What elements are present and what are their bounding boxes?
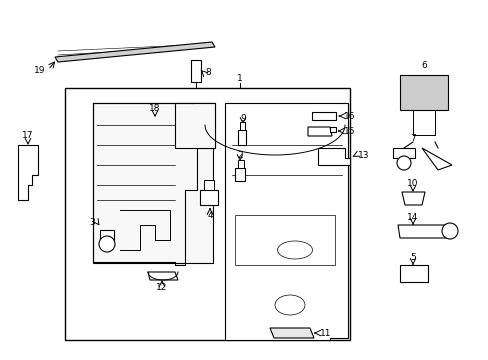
Polygon shape — [399, 265, 427, 282]
Text: 8: 8 — [204, 68, 210, 77]
Text: 10: 10 — [407, 179, 418, 188]
Text: 3: 3 — [89, 217, 95, 226]
Ellipse shape — [277, 241, 312, 259]
Text: 12: 12 — [156, 284, 167, 292]
Polygon shape — [329, 127, 335, 132]
Text: 14: 14 — [407, 212, 418, 221]
Bar — [175, 103, 215, 148]
Polygon shape — [200, 190, 218, 205]
Bar — [191, 60, 201, 82]
Text: 1: 1 — [237, 73, 243, 82]
Text: 4: 4 — [207, 211, 212, 220]
Text: 2: 2 — [237, 150, 243, 159]
Polygon shape — [307, 127, 331, 136]
Text: 7: 7 — [409, 134, 415, 143]
Bar — [235, 168, 244, 181]
Polygon shape — [18, 145, 38, 200]
Polygon shape — [401, 192, 424, 205]
Ellipse shape — [274, 295, 305, 315]
Text: 18: 18 — [149, 104, 161, 112]
Polygon shape — [421, 148, 451, 170]
Bar — [93, 103, 213, 263]
Circle shape — [99, 236, 115, 252]
Text: 19: 19 — [34, 66, 45, 75]
Bar — [238, 130, 245, 145]
Polygon shape — [311, 112, 335, 120]
Bar — [65, 88, 349, 340]
Bar — [100, 230, 114, 240]
Text: 16: 16 — [343, 112, 355, 121]
Text: 13: 13 — [357, 150, 369, 159]
Polygon shape — [55, 42, 215, 62]
Text: 9: 9 — [240, 113, 245, 122]
Bar — [240, 122, 244, 130]
Circle shape — [396, 156, 410, 170]
Circle shape — [441, 223, 457, 239]
Bar — [399, 75, 447, 110]
Bar — [203, 180, 214, 190]
Text: 17: 17 — [22, 131, 34, 140]
Bar — [238, 160, 244, 168]
Polygon shape — [175, 103, 215, 148]
Polygon shape — [397, 225, 449, 238]
Bar — [235, 215, 334, 265]
Text: 6: 6 — [420, 60, 426, 69]
Polygon shape — [392, 148, 414, 158]
Polygon shape — [317, 148, 349, 165]
Polygon shape — [148, 272, 178, 280]
Text: 5: 5 — [409, 253, 415, 262]
Text: 11: 11 — [319, 328, 331, 338]
Text: 15: 15 — [343, 126, 355, 135]
Polygon shape — [269, 328, 313, 338]
Polygon shape — [224, 103, 347, 340]
